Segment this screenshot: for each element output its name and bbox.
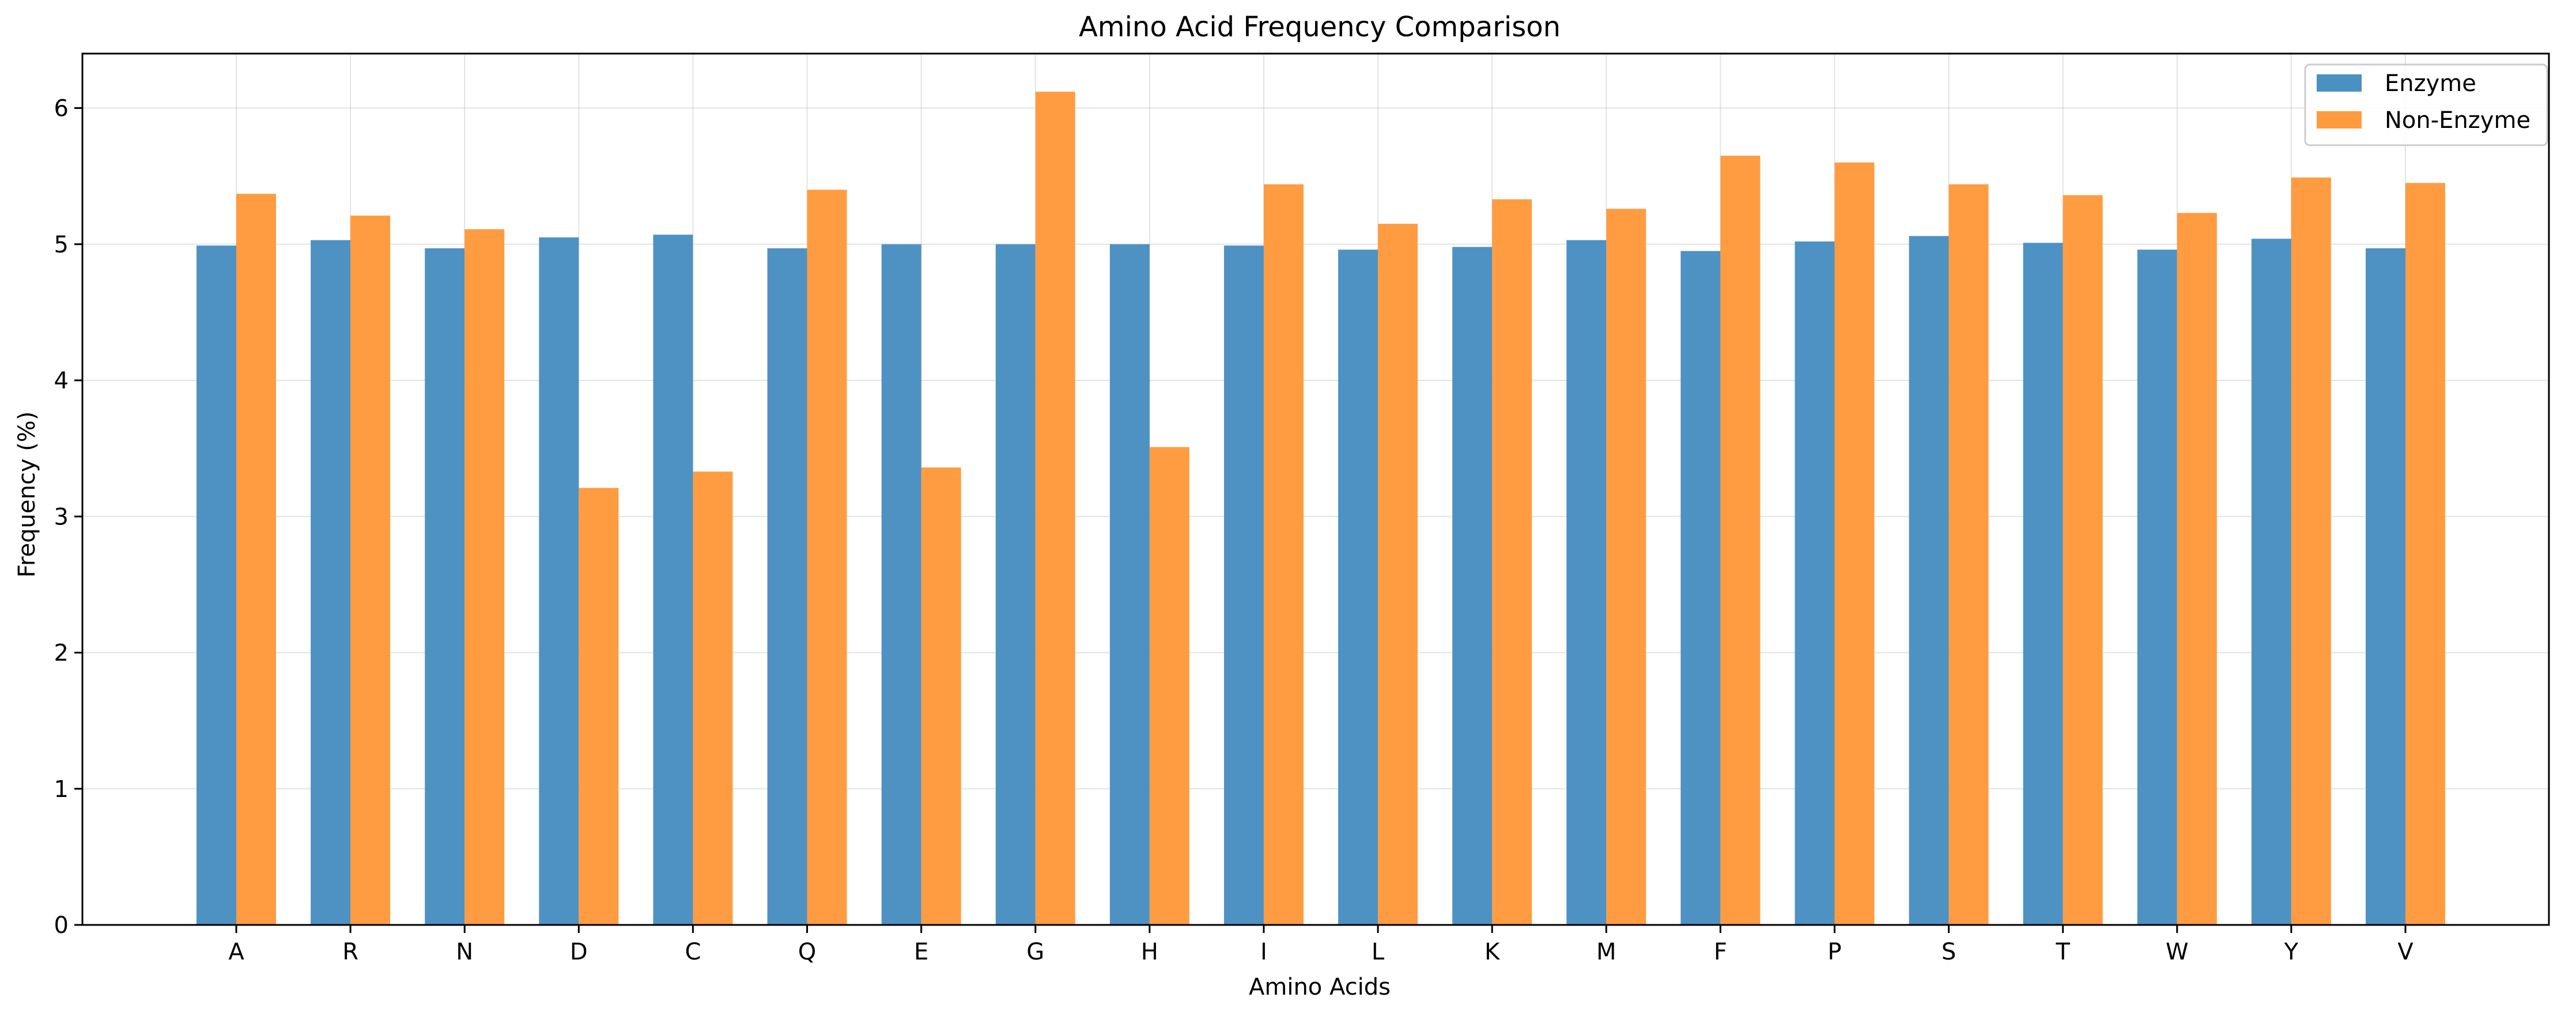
x-tick-label-H: H [1141, 939, 1158, 965]
bar-enzyme-C [653, 235, 693, 925]
y-tick-label: 0 [54, 912, 69, 939]
legend-box [2304, 63, 2548, 146]
x-tick-label-G: G [1026, 939, 1044, 965]
bar-non-enzyme-D [579, 488, 619, 925]
bar-enzyme-R [311, 240, 351, 925]
bar-non-enzyme-A [236, 194, 276, 925]
bar-enzyme-Q [767, 248, 807, 925]
bar-enzyme-P [1795, 241, 1835, 925]
bar-enzyme-G [995, 244, 1036, 925]
x-tick-label-Y: Y [2284, 939, 2299, 965]
x-tick-label-M: M [1596, 939, 1616, 965]
bar-enzyme-V [2366, 248, 2405, 925]
bar-non-enzyme-Y [2291, 177, 2331, 925]
bar-non-enzyme-L [1378, 224, 1418, 925]
y-tick-label: 2 [54, 640, 69, 667]
bar-enzyme-E [881, 244, 921, 925]
bar-enzyme-I [1223, 245, 1264, 925]
bar-enzyme-T [2023, 243, 2063, 925]
bars [197, 92, 2445, 925]
x-tick-label-V: V [2397, 939, 2413, 965]
x-tick-label-E: E [914, 939, 928, 965]
bar-non-enzyme-P [1834, 163, 1875, 925]
bar-non-enzyme-W [2177, 213, 2217, 925]
x-tick-label-Q: Q [798, 939, 816, 965]
legend-label-enzyme: Enzyme [2385, 70, 2476, 97]
bar-enzyme-K [1452, 247, 1493, 925]
x-tick-label-S: S [1942, 939, 1956, 965]
bar-enzyme-N [425, 248, 465, 925]
y-tick-label: 3 [54, 504, 69, 530]
y-tick-label: 4 [54, 368, 69, 394]
bar-enzyme-L [1338, 250, 1378, 925]
x-tick-label-W: W [2166, 939, 2189, 965]
axis-ticks: 0 1 2 3 4 5 6 A R N D C Q E G H I L K M F P S T W Y V [54, 96, 2414, 966]
legend-swatch-enzyme [2317, 74, 2362, 92]
legend-swatch-non-enzyme [2317, 111, 2362, 129]
x-tick-label-F: F [1714, 939, 1727, 965]
bar-non-enzyme-S [1948, 184, 1989, 925]
y-tick-label: 5 [54, 232, 69, 258]
x-tick-label-P: P [1827, 939, 1841, 965]
bar-non-enzyme-V [2405, 183, 2445, 925]
bar-non-enzyme-K [1492, 199, 1532, 925]
bar-non-enzyme-E [921, 467, 961, 925]
x-tick-label-R: R [342, 939, 358, 965]
bar-enzyme-F [1680, 251, 1721, 925]
bar-enzyme-A [197, 245, 236, 925]
y-tick-label: 6 [54, 96, 69, 122]
bar-enzyme-S [1909, 236, 1949, 925]
legend-label-non-enzyme: Non-Enzyme [2385, 107, 2530, 134]
bar-non-enzyme-I [1263, 184, 1304, 925]
bar-non-enzyme-C [693, 471, 733, 925]
bar-non-enzyme-H [1149, 447, 1189, 925]
y-tick-label: 1 [54, 776, 69, 803]
bar-non-enzyme-F [1720, 156, 1761, 925]
y-axis-label: Frequency (%) [14, 411, 40, 578]
x-tick-label-I: I [1260, 939, 1267, 965]
bar-enzyme-M [1566, 240, 1607, 925]
x-tick-label-N: N [456, 939, 473, 965]
x-tick-label-K: K [1485, 939, 1501, 965]
bar-non-enzyme-N [464, 229, 505, 925]
x-axis-label: Amino Acids [1249, 974, 1391, 1000]
bar-enzyme-Y [2251, 239, 2291, 925]
bar-non-enzyme-T [2063, 195, 2103, 925]
bar-non-enzyme-G [1035, 92, 1075, 925]
x-tick-label-C: C [685, 939, 701, 965]
x-tick-label-D: D [570, 939, 588, 965]
plot-area-frame [81, 52, 2550, 926]
bar-non-enzyme-R [350, 216, 391, 925]
bar-enzyme-W [2137, 250, 2177, 925]
chart-title: Amino Acid Frequency Comparison [1079, 11, 1561, 43]
legend: Enzyme Non-Enzyme [2304, 63, 2548, 146]
bar-enzyme-D [539, 237, 579, 925]
x-tick-label-T: T [2055, 939, 2070, 965]
x-tick-label-A: A [228, 939, 244, 965]
bar-enzyme-H [1109, 244, 1150, 925]
bar-non-enzyme-Q [807, 190, 847, 925]
x-tick-label-L: L [1372, 939, 1385, 965]
bar-non-enzyme-M [1606, 209, 1646, 925]
